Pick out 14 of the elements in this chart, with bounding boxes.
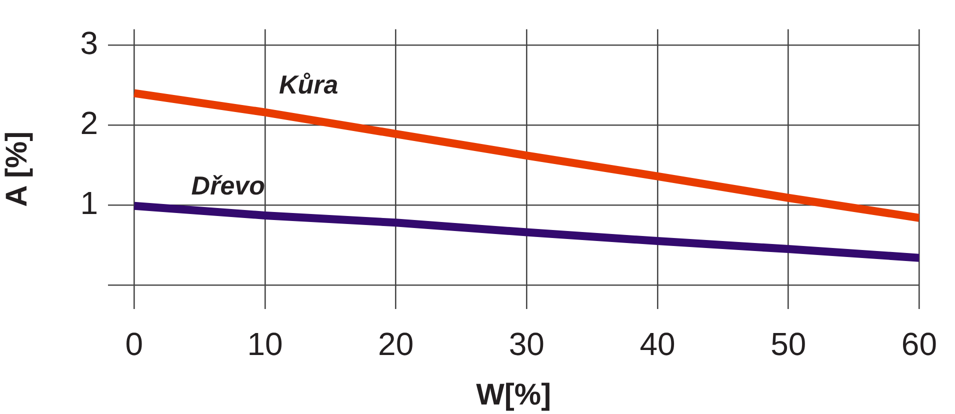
x-tick-label: 20 <box>378 326 414 362</box>
y-axis-title: A [%] <box>0 131 34 207</box>
y-tick-label: 1 <box>80 184 98 221</box>
x-tick-label: 40 <box>640 326 676 362</box>
x-tick-label: 30 <box>508 326 544 362</box>
y-tick-label: 2 <box>80 104 98 141</box>
x-axis-title: W[%] <box>476 378 552 412</box>
series-label: Kůra <box>279 70 338 100</box>
x-tick-label: 10 <box>247 326 283 362</box>
x-tick-label: 60 <box>901 326 937 362</box>
series-label: Dřevo <box>191 170 266 201</box>
y-tick-label: 3 <box>80 25 98 62</box>
x-tick-label: 50 <box>770 326 806 362</box>
x-tick-label: 0 <box>125 326 144 362</box>
